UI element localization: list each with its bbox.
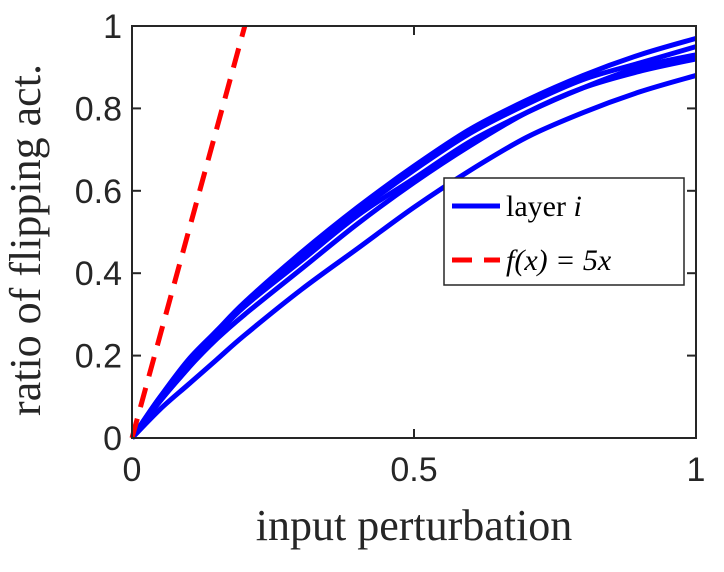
series-line-layer-3 <box>130 56 697 440</box>
series-line-reference <box>129 25 248 439</box>
series-line-layer-1 <box>129 44 697 440</box>
y-tick-label: 0.6 <box>75 173 122 211</box>
x-tick-label: 0 <box>123 451 142 489</box>
y-tick-label: 1 <box>103 8 122 46</box>
x-tick-label: 1 <box>687 451 706 489</box>
y-tick-label: 0 <box>103 420 122 458</box>
legend-label-layer: layer i <box>506 190 582 223</box>
legend: layer i f(x) = 5x <box>443 177 685 286</box>
x-tick-label: 0.5 <box>390 451 437 489</box>
y-axis-label: ratio of flipping act. <box>1 64 50 416</box>
legend-box <box>443 177 685 286</box>
plot-lines <box>129 25 697 440</box>
y-tick-label: 0.8 <box>75 90 122 128</box>
tick-labels: 0 0.5 1 0 0.2 0.4 0.6 0.8 1 <box>75 8 706 489</box>
ticks <box>131 25 697 439</box>
series-line-layer-0 <box>129 35 697 440</box>
x-axis-label: input perturbation <box>256 501 573 550</box>
legend-label-reference: f(x) = 5x <box>506 244 612 277</box>
y-tick-label: 0.4 <box>75 255 122 293</box>
series-line-layer-4 <box>130 73 697 440</box>
y-tick-label: 0.2 <box>75 338 122 376</box>
